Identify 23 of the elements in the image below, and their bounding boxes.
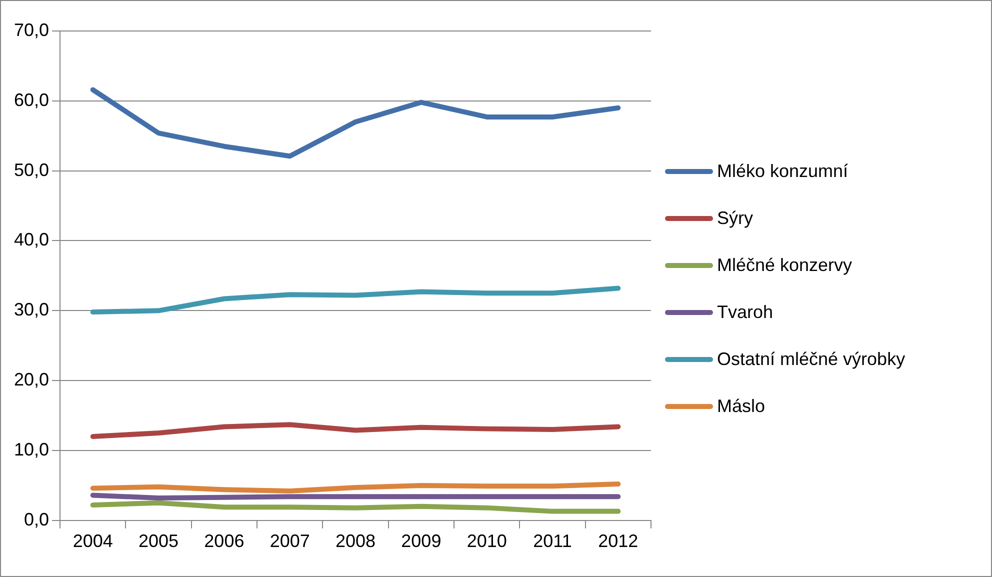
legend-label: Máslo xyxy=(717,396,766,416)
y-tick-label: 70,0 xyxy=(14,20,50,40)
y-tick-label: 20,0 xyxy=(14,370,50,390)
legend-label: Ostatní mléčné výrobky xyxy=(717,348,906,370)
y-tick-label: 30,0 xyxy=(14,300,50,320)
x-tick-label: 2011 xyxy=(533,531,572,552)
x-tick-label: 2005 xyxy=(138,531,179,552)
y-tick-label: 10,0 xyxy=(14,439,50,460)
x-tick-label: 2010 xyxy=(466,531,507,552)
x-tick-label: 2012 xyxy=(598,531,638,552)
x-tick-label: 2009 xyxy=(401,531,442,552)
x-tick-label: 2007 xyxy=(270,531,310,552)
legend-label: Sýry xyxy=(717,208,753,228)
y-tick-label: 0,0 xyxy=(24,509,50,530)
y-tick-label: 40,0 xyxy=(14,230,50,250)
x-tick-label: 2006 xyxy=(204,531,244,552)
legend-label: Mléčné konzervy xyxy=(717,254,852,276)
y-tick-label: 50,0 xyxy=(14,160,50,180)
x-tick-label: 2008 xyxy=(335,531,376,552)
legend-label: Tvaroh xyxy=(717,302,774,322)
y-tick-label: 60,0 xyxy=(14,90,50,110)
x-tick-label: 2004 xyxy=(72,531,113,552)
legend-label: Mléko konzumní xyxy=(717,160,848,182)
